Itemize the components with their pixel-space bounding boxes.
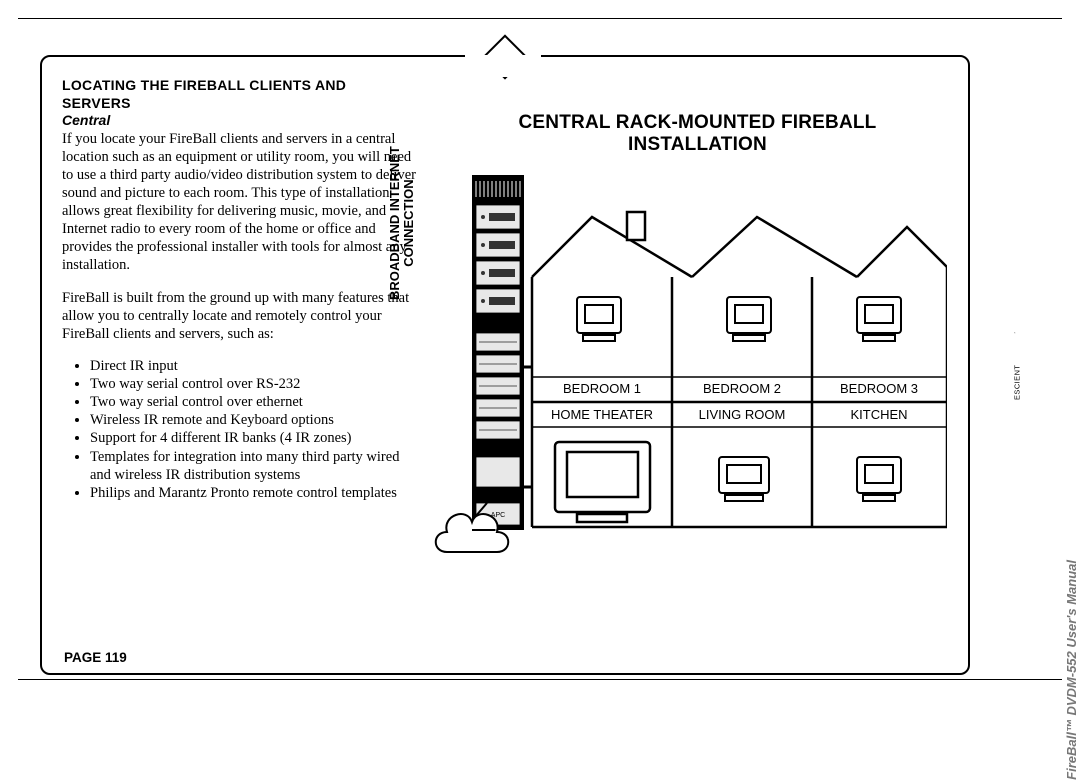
room-label: BEDROOM 1 bbox=[563, 381, 641, 396]
feature-list: Direct IR input Two way serial control o… bbox=[62, 357, 417, 502]
room-label: KITCHEN bbox=[850, 407, 907, 422]
page: LOCATING THE FIREBALL CLIENTS AND SERVER… bbox=[0, 0, 1080, 698]
installation-diagram: BEDROOM 1 BEDROOM 2 BEDROOM 3 HOME THEAT… bbox=[427, 157, 947, 557]
list-item: Templates for integration into many thir… bbox=[90, 448, 417, 484]
paragraph-1: If you locate your FireBall clients and … bbox=[62, 130, 417, 275]
content-area: LOCATING THE FIREBALL CLIENTS AND SERVER… bbox=[62, 77, 948, 653]
room-label: LIVING ROOM bbox=[699, 407, 786, 422]
room-label: BEDROOM 3 bbox=[840, 381, 918, 396]
text-column: LOCATING THE FIREBALL CLIENTS AND SERVER… bbox=[62, 77, 417, 653]
room-label: HOME THEATER bbox=[551, 407, 653, 422]
manual-label: FireBall™ DVDM-552 User's Manual bbox=[1064, 560, 1079, 780]
list-item: Direct IR input bbox=[90, 357, 417, 375]
list-item: Two way serial control over RS-232 bbox=[90, 375, 417, 393]
room-label: BEDROOM 2 bbox=[703, 381, 781, 396]
list-item: Philips and Marantz Pronto remote contro… bbox=[90, 484, 417, 502]
page-number: PAGE 119 bbox=[64, 650, 127, 665]
internet-connection-label: BROADBAND INTERNET CONNECTION bbox=[388, 146, 417, 300]
list-item: Two way serial control over ethernet bbox=[90, 393, 417, 411]
section-subheading: Central bbox=[62, 112, 417, 130]
paragraph-2: FireBall is built from the ground up wit… bbox=[62, 289, 417, 343]
frame-notch bbox=[489, 41, 521, 73]
diagram-column: CENTRAL RACK-MOUNTED FIREBALL INSTALLATI… bbox=[427, 77, 948, 653]
section-heading: LOCATING THE FIREBALL CLIENTS AND SERVER… bbox=[62, 77, 417, 112]
content-frame: LOCATING THE FIREBALL CLIENTS AND SERVER… bbox=[40, 55, 970, 675]
svg-text:ESCIENT: ESCIENT bbox=[1013, 365, 1022, 400]
outer-top-rule bbox=[18, 18, 1062, 19]
diagram-title: CENTRAL RACK-MOUNTED FIREBALL INSTALLATI… bbox=[447, 112, 948, 156]
outer-bottom-rule bbox=[18, 679, 1062, 680]
list-item: Support for 4 different IR banks (4 IR z… bbox=[90, 429, 417, 447]
list-item: Wireless IR remote and Keyboard options bbox=[90, 411, 417, 429]
brand-bar: ESCIENT ® bbox=[982, 55, 1052, 675]
svg-text:®: ® bbox=[1013, 331, 1016, 333]
brand-logo: ESCIENT ® bbox=[982, 330, 1052, 400]
